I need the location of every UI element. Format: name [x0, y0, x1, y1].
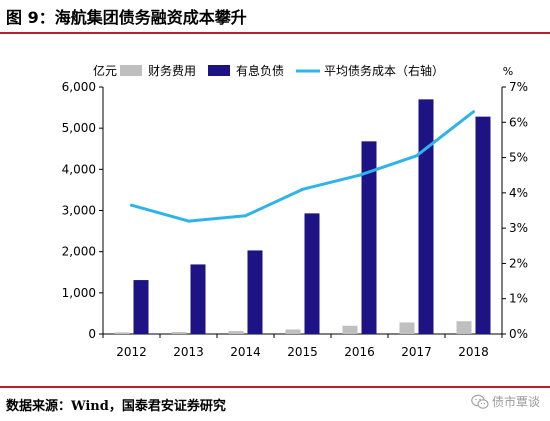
legend-label: 有息负债 — [236, 63, 284, 78]
legend-label: 财务费用 — [148, 63, 196, 78]
title-rule — [0, 32, 550, 34]
legend-swatch — [208, 65, 230, 76]
x-tick-label: 2018 — [458, 345, 489, 359]
y-right-tick-label: 3% — [509, 221, 528, 235]
wechat-icon — [471, 394, 489, 409]
bar-interest-debt — [304, 213, 320, 334]
axes: 0 1,000 2,000 3,000 4,000 5,000 6,000 0% 1% 2% 3% 4… — [62, 63, 528, 359]
cost-line-point — [301, 187, 304, 191]
y-left-tick-label: 1,000 — [62, 286, 96, 300]
debt-cost-chart: 0 1,000 2,000 3,000 4,000 5,000 6,000 0% 1% 2% 3% 4… — [62, 63, 528, 359]
watermark-text: 债市覃谈 — [491, 395, 540, 409]
bar-interest-debt — [418, 99, 434, 334]
x-tick-label: 2016 — [344, 345, 375, 359]
bar-interest-debt — [247, 250, 263, 334]
source-text: 数据来源：Wind，国泰君安证券研究 — [6, 399, 226, 414]
source-rule — [0, 386, 550, 388]
x-tick-label: 2013 — [173, 345, 204, 359]
y-right-unit-label: % — [503, 65, 513, 78]
y-right-tick-label: 4% — [509, 186, 528, 200]
y-left-tick-label: 4,000 — [62, 162, 96, 176]
y-right-tick-label: 5% — [509, 151, 528, 165]
y-right-tick-label: 2% — [509, 256, 528, 270]
cost-line — [130, 110, 475, 223]
bar-interest-debt — [361, 141, 377, 334]
cost-line-point — [358, 173, 361, 177]
x-tick-label: 2017 — [401, 345, 432, 359]
x-tick-label: 2014 — [230, 345, 261, 359]
y-left-tick-label: 3,000 — [62, 204, 96, 218]
y-right-tick-label: 1% — [509, 292, 528, 306]
bar-finance-cost — [399, 322, 415, 334]
figure-title: 图 9：海航集团债务融资成本攀升 — [6, 8, 247, 27]
cost-line-point — [415, 154, 418, 158]
y-left-tick-label: 5,000 — [62, 121, 96, 135]
bar-finance-cost — [456, 321, 472, 334]
y-left-tick-label: 2,000 — [62, 245, 96, 259]
y-right-tick-label: 0% — [509, 327, 528, 341]
x-tick-label: 2015 — [287, 345, 318, 359]
y-left-tick-label: 0 — [88, 327, 96, 341]
cost-line-point — [130, 203, 133, 207]
bar-finance-cost — [228, 331, 244, 334]
legend-label: 平均债务成本（右轴） — [324, 63, 444, 78]
cost-line-point — [244, 214, 247, 218]
bar-finance-cost — [342, 325, 358, 334]
bar-finance-cost — [171, 331, 187, 334]
bar-interest-debt — [133, 280, 149, 334]
legend-swatch — [120, 65, 142, 76]
y-left-tick-label: 6,000 — [62, 80, 96, 94]
y-right-tick-label: 7% — [509, 80, 528, 94]
cost-line-point — [187, 219, 190, 223]
bar-finance-cost — [285, 329, 301, 334]
bar-interest-debt — [190, 264, 206, 334]
x-tick-label: 2012 — [116, 345, 147, 359]
bar-finance-cost — [114, 332, 130, 334]
y-left-unit-label: 亿元 — [93, 63, 117, 78]
legend: 财务费用 有息负债 平均债务成本（右轴） — [120, 63, 444, 78]
watermark: 债市覃谈 — [471, 393, 540, 410]
bars — [114, 99, 491, 334]
bar-interest-debt — [475, 116, 491, 334]
y-right-tick-label: 6% — [509, 115, 528, 129]
cost-line-point — [472, 110, 475, 114]
